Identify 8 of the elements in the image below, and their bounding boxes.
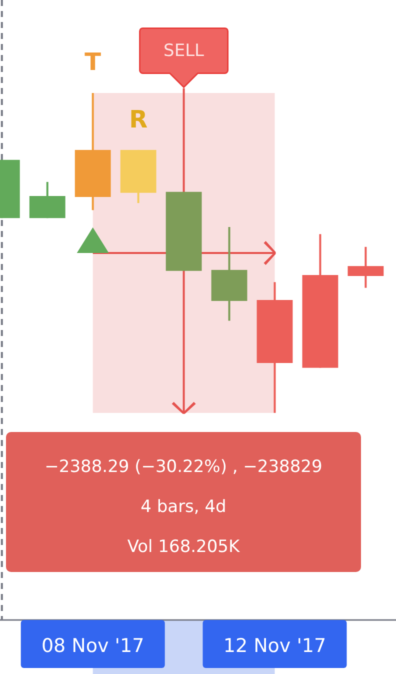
- text: 4 bars, 4d: [140, 497, 226, 517]
- text: −2388.29 (−30.22%) , −238829: [44, 457, 322, 477]
- text: Vol 168.205K: [127, 537, 240, 557]
- annotation: R: [129, 106, 148, 134]
- text: T: [84, 48, 102, 76]
- text: SELL: [164, 41, 205, 62]
- x-tick-label: 12 Nov '17: [223, 635, 326, 657]
- x-tick-label: 08 Nov '17: [41, 635, 144, 657]
